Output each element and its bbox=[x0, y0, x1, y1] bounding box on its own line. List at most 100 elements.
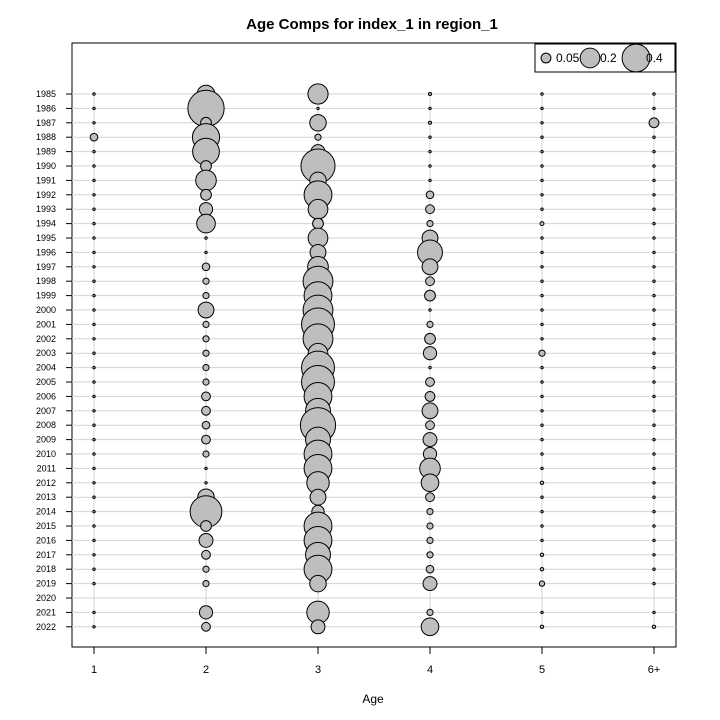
y-tick-label: 2009 bbox=[36, 435, 56, 445]
bubble-point bbox=[201, 434, 211, 445]
bubble-point bbox=[652, 495, 656, 499]
x-tick-label: 6+ bbox=[648, 664, 661, 676]
y-tick-label: 1998 bbox=[36, 276, 56, 286]
bubble-point bbox=[652, 322, 656, 327]
bubble-point bbox=[540, 365, 544, 370]
bubble-point bbox=[201, 405, 211, 416]
bubble-point bbox=[539, 480, 545, 485]
bubble-point bbox=[540, 265, 544, 269]
y-tick-label: 2003 bbox=[36, 348, 56, 358]
bubble-point bbox=[652, 365, 656, 370]
bubble-point bbox=[652, 149, 656, 154]
legend-bubble bbox=[579, 47, 601, 69]
bubble-point bbox=[540, 279, 544, 283]
y-tick-label: 1988 bbox=[36, 132, 56, 142]
bubble-point bbox=[538, 349, 546, 357]
y-tick-label: 2016 bbox=[36, 535, 56, 545]
bubble-point bbox=[92, 337, 96, 341]
x-tick-label: 4 bbox=[427, 664, 433, 676]
plot-frame bbox=[71, 42, 677, 648]
bubble-point bbox=[652, 164, 656, 168]
bubble-point bbox=[427, 120, 433, 125]
bubble-point bbox=[540, 92, 544, 96]
bubble-point bbox=[648, 117, 660, 129]
bubble-point bbox=[92, 221, 96, 226]
bubble-point bbox=[204, 236, 208, 240]
bubble-point bbox=[204, 250, 208, 255]
y-tick-label: 2006 bbox=[36, 391, 56, 401]
bubble-point bbox=[652, 466, 656, 471]
y-tick-label: 1990 bbox=[36, 161, 56, 171]
bubble-point bbox=[652, 135, 656, 139]
bubble-point bbox=[652, 293, 656, 298]
bubble-point bbox=[202, 335, 210, 343]
bubble-point bbox=[652, 524, 656, 528]
bubble-point bbox=[92, 308, 96, 312]
bubble-point bbox=[92, 452, 96, 456]
bubble-point bbox=[92, 481, 96, 485]
bubble-point bbox=[540, 466, 544, 471]
bubble-point bbox=[92, 466, 96, 471]
bubble-point bbox=[92, 581, 96, 586]
y-tick-label: 2018 bbox=[36, 564, 56, 574]
bubble-point bbox=[202, 450, 210, 458]
bubble-point bbox=[195, 169, 217, 192]
bubble-point bbox=[652, 610, 656, 615]
grid bbox=[72, 93, 676, 628]
x-tick-label: 2 bbox=[203, 664, 209, 676]
bubble-point bbox=[652, 423, 656, 427]
bubble-point bbox=[309, 488, 327, 506]
y-tick-label: 1993 bbox=[36, 204, 56, 214]
bubble-point bbox=[92, 92, 96, 96]
x-tick-label: 5 bbox=[539, 664, 545, 676]
bubble-point bbox=[652, 581, 656, 586]
bubble-point bbox=[92, 409, 96, 413]
bubble-point bbox=[307, 83, 329, 105]
bubble-point bbox=[540, 164, 544, 168]
bubble-point bbox=[202, 277, 210, 285]
bubble-point bbox=[539, 552, 545, 557]
bubble-point bbox=[652, 236, 656, 240]
x-tick-label: 1 bbox=[91, 664, 97, 676]
y-tick-label: 2013 bbox=[36, 492, 56, 502]
y-tick-label: 1989 bbox=[36, 147, 56, 157]
bubble-point bbox=[202, 378, 210, 386]
bubble-point bbox=[428, 178, 432, 183]
bubble-point bbox=[652, 106, 656, 111]
bubble-point bbox=[200, 188, 212, 201]
bubble-series bbox=[89, 83, 660, 637]
legend-label: 0.05 bbox=[556, 51, 580, 65]
bubble-point bbox=[422, 432, 438, 448]
bubble-point bbox=[202, 363, 210, 372]
bubble-point bbox=[540, 121, 544, 125]
legend-label: 0.2 bbox=[600, 51, 617, 65]
bubble-point bbox=[422, 346, 438, 361]
x-axis: 1 2 3 4 5 6+ bbox=[91, 646, 661, 676]
bubble-point bbox=[540, 149, 544, 154]
bubble-point bbox=[539, 567, 545, 572]
bubble-point bbox=[425, 190, 435, 200]
bubble-point bbox=[92, 164, 96, 168]
bubble-point bbox=[425, 204, 435, 215]
bubble-point bbox=[540, 135, 544, 139]
bubble-point bbox=[92, 178, 96, 183]
legend-label: 0.4 bbox=[646, 51, 663, 65]
bubble-point bbox=[92, 380, 96, 384]
y-tick-label: 1986 bbox=[36, 103, 56, 113]
bubble-point bbox=[201, 549, 211, 560]
bubble-point bbox=[652, 380, 656, 384]
bubble-point bbox=[539, 624, 545, 629]
bubble-point bbox=[426, 320, 434, 329]
bubble-point bbox=[92, 567, 96, 571]
bubble-point bbox=[426, 608, 434, 617]
bubble-point bbox=[198, 532, 214, 548]
y-tick-label: 2004 bbox=[36, 363, 56, 373]
bubble-point bbox=[540, 207, 544, 211]
bubble-point bbox=[425, 377, 435, 387]
bubble-point bbox=[652, 409, 656, 413]
bubble-point bbox=[540, 495, 544, 499]
bubble-point bbox=[312, 217, 324, 230]
y-tick-label: 2017 bbox=[36, 550, 56, 560]
bubble-point bbox=[92, 509, 96, 514]
